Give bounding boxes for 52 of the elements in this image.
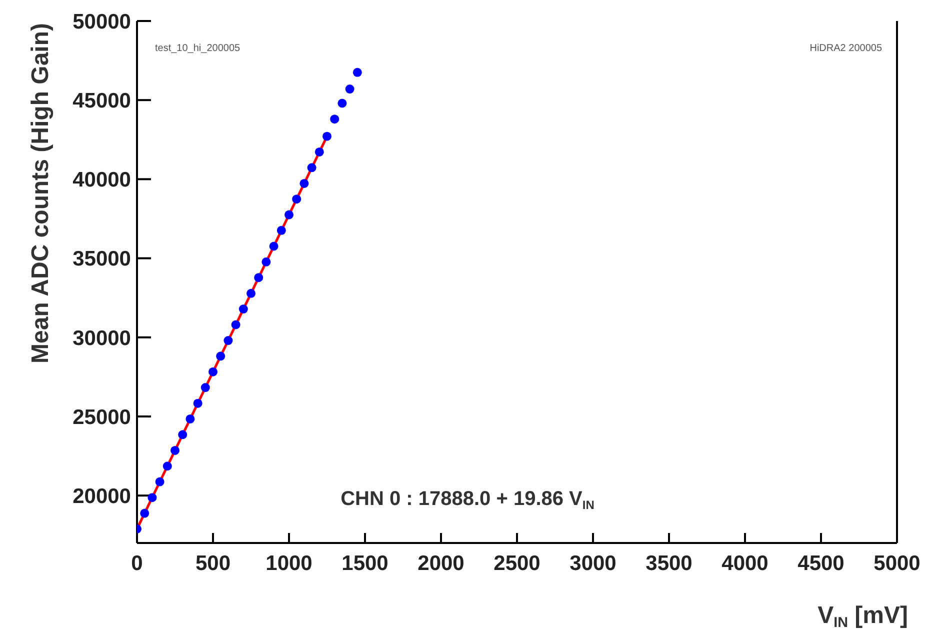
point: [262, 257, 271, 266]
point: [307, 163, 316, 172]
point: [322, 132, 332, 141]
annotation: HiDRA2 200005: [810, 43, 882, 54]
annotation: test_10_hi_200005: [155, 43, 241, 54]
point: [330, 114, 340, 124]
x-tick-label: 2500: [494, 552, 540, 575]
x-axis-title: V$_{IN}$ [mV]: [818, 602, 908, 632]
point: [224, 336, 233, 346]
point: [345, 84, 354, 94]
point: [208, 367, 218, 376]
x-tick-label: 0: [131, 552, 143, 575]
point: [140, 508, 150, 518]
y-tick-label: 40000: [72, 168, 131, 192]
y-tick-label: 45000: [72, 90, 131, 113]
x-tick-label: 4000: [722, 552, 768, 575]
point: [148, 493, 157, 502]
point: [238, 304, 248, 314]
point: [186, 414, 195, 424]
x-tick-label: 5000: [874, 552, 920, 575]
x-tick-label: 1500: [342, 552, 388, 575]
point: [200, 383, 210, 392]
point: [338, 98, 347, 108]
x-tick-label: 500: [195, 552, 231, 575]
point: [231, 320, 240, 330]
point: [155, 477, 164, 486]
point: [269, 242, 278, 251]
x-tick-label: 2000: [418, 552, 464, 575]
x-tick-label: 3500: [646, 552, 692, 575]
x-tick-label: 3000: [570, 552, 616, 575]
point: [314, 147, 324, 156]
point: [216, 352, 226, 361]
point: [300, 178, 309, 188]
x-tick-label: 1000: [266, 552, 312, 575]
point: [284, 210, 294, 220]
y-tick-label: 20000: [72, 485, 131, 508]
point: [193, 398, 202, 408]
point: [246, 288, 256, 298]
point: [352, 68, 362, 77]
y-axis-title: Mean ADC counts (High Gain): [27, 23, 54, 364]
y-tick-label: 30000: [72, 326, 131, 350]
y-tick-label: 35000: [72, 248, 131, 271]
y-tick-label: 50000: [72, 10, 131, 34]
annotation: CHN 0 : 17888.0 + 19.86 V$_{IN}$: [340, 488, 594, 512]
point: [292, 194, 302, 204]
point: [170, 446, 180, 455]
point: [276, 226, 286, 235]
point: [178, 430, 188, 440]
point: [254, 273, 264, 282]
x-tick-label: 4500: [798, 552, 844, 575]
y-tick-label: 25000: [72, 406, 131, 429]
point: [162, 462, 172, 471]
